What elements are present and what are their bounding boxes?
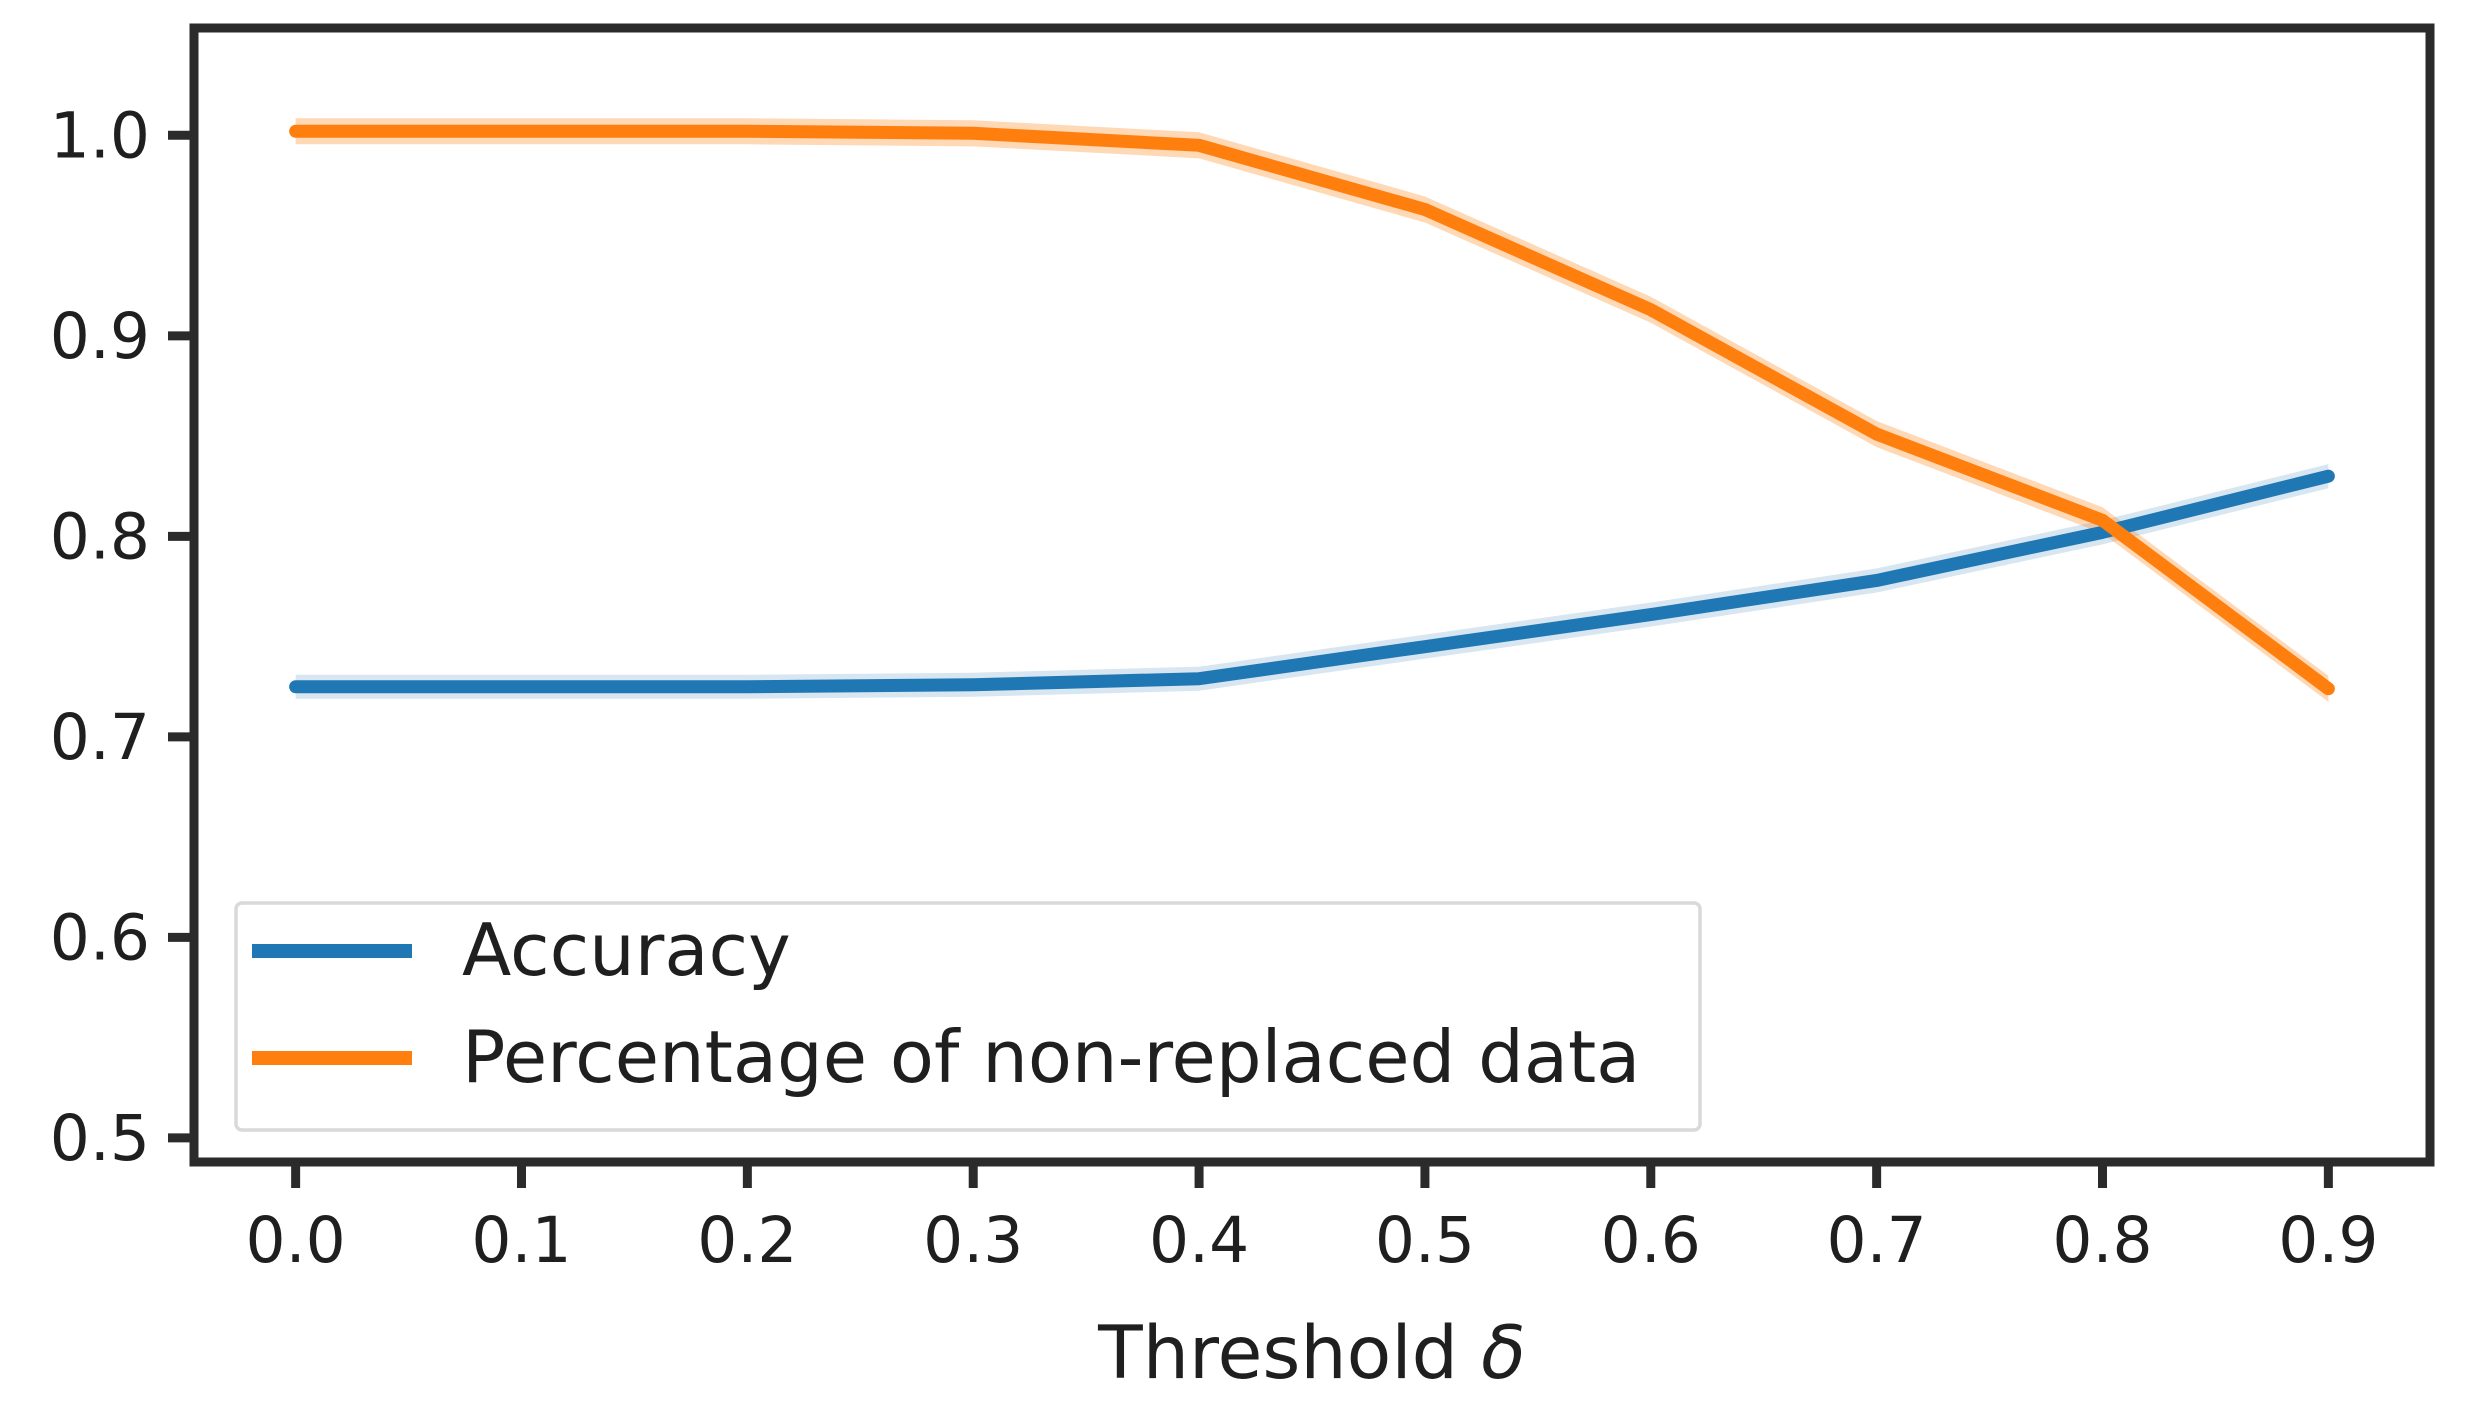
- x-tick-label-0.7: 0.7: [1827, 1204, 1927, 1277]
- x-tick-label-0.3: 0.3: [923, 1204, 1023, 1277]
- y-tick-label-0.5: 0.5: [50, 1102, 150, 1175]
- x-tick-label-0.5: 0.5: [1375, 1204, 1475, 1277]
- x-tick-label-0.2: 0.2: [697, 1204, 797, 1277]
- legend-label-accuracy: Accuracy: [462, 908, 791, 992]
- legend-entry-accuracy: Accuracy: [252, 908, 791, 992]
- axes-layer: [189, 23, 2435, 1167]
- y-tick-label-0.7: 0.7: [50, 701, 150, 774]
- confidence-bands-layer: [295, 118, 2329, 702]
- accuracy-confidence-band: [295, 464, 2329, 699]
- x-axis-label: Threshold δ: [1097, 1311, 1526, 1396]
- percentage-line: [289, 124, 2335, 696]
- legend-entry-percentage: Percentage of non-replaced data: [252, 1015, 1640, 1099]
- ticks-layer: 0.5 0.6 0.7 0.8 0.9 1.0 0.0 0.1 0.2 0.3 0.4 0.5 0.6 0…: [50, 99, 2379, 1277]
- x-tick-label-0.1: 0.1: [471, 1204, 571, 1277]
- accuracy-line: [289, 469, 2335, 694]
- x-tick-label-0.4: 0.4: [1149, 1204, 1249, 1277]
- x-tick-label-0.6: 0.6: [1601, 1204, 1701, 1277]
- legend-label-percentage: Percentage of non-replaced data: [462, 1015, 1640, 1099]
- series-lines-layer: [289, 124, 2335, 696]
- y-tick-label-0.8: 0.8: [50, 500, 150, 573]
- y-tick-label-0.9: 0.9: [50, 300, 150, 373]
- y-tick-label-1.0: 1.0: [50, 99, 150, 172]
- x-tick-label-0.0: 0.0: [246, 1204, 346, 1277]
- y-tick-label-0.6: 0.6: [50, 901, 150, 974]
- plot-area-border: [189, 23, 2435, 1167]
- legend-box: [234, 901, 1702, 1132]
- x-axis-label-delta-symbol: δ: [1481, 1311, 1526, 1396]
- x-tick-label-0.9: 0.9: [2278, 1204, 2378, 1277]
- x-tick-label-0.8: 0.8: [2052, 1204, 2152, 1277]
- legend: Accuracy Percentage of non-replaced data: [234, 901, 1702, 1132]
- percentage-confidence-band: [295, 118, 2329, 702]
- x-axis-label-text: Threshold: [1097, 1311, 1481, 1396]
